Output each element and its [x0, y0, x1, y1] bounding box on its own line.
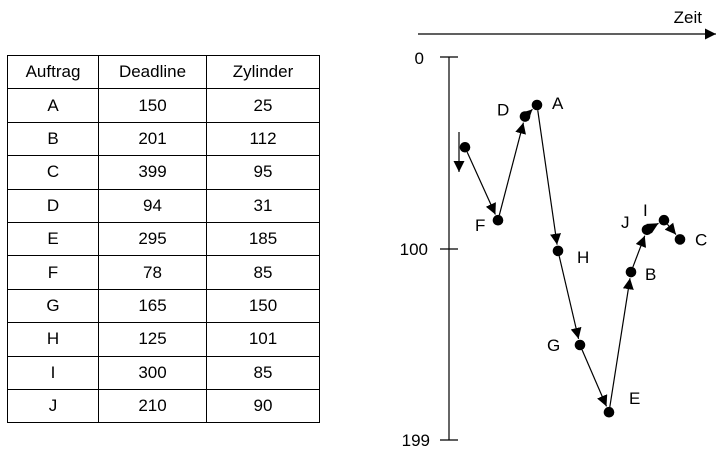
seek-arrow — [646, 222, 659, 234]
cell-zylinder: 112 — [206, 121, 320, 157]
job-label-e: E — [629, 389, 640, 408]
cell-deadline: 125 — [98, 322, 207, 357]
seek-arrow — [558, 255, 582, 340]
cell-zylinder: 85 — [206, 255, 320, 290]
job-table: Auftrag Deadline Zylinder A 150 25 B 201… — [7, 54, 320, 424]
job-label-d: D — [497, 101, 509, 120]
cell-auftrag: B — [7, 121, 99, 157]
table-row: E 295 185 — [7, 221, 320, 257]
table-row: C 399 95 — [7, 155, 320, 190]
job-point-b — [625, 266, 637, 278]
table-row: A 150 25 — [7, 88, 320, 123]
job-point-c — [674, 234, 686, 245]
table-row: F 78 85 — [7, 255, 320, 290]
job-point-a — [531, 99, 543, 111]
seek-arrow — [609, 278, 634, 408]
cell-auftrag: H — [7, 322, 99, 357]
job-point-i — [658, 214, 670, 226]
header-auftrag: Auftrag — [7, 54, 99, 90]
seek-arrow — [664, 222, 677, 235]
seek-arrow — [520, 108, 533, 121]
table-header-row: Auftrag Deadline Zylinder — [7, 54, 320, 90]
job-point-h — [552, 245, 564, 257]
job-label-c: C — [695, 230, 707, 249]
job-label-g: G — [547, 336, 560, 355]
cell-deadline: 201 — [98, 121, 207, 157]
tick-label-199: 199 — [402, 431, 430, 450]
seek-arrow — [632, 235, 647, 268]
cell-zylinder: 150 — [206, 288, 320, 324]
job-table-container: Auftrag Deadline Zylinder A 150 25 B 201… — [7, 54, 320, 424]
cell-deadline: 399 — [98, 155, 207, 190]
job-label-a: A — [552, 94, 564, 113]
cell-deadline: 295 — [98, 221, 207, 257]
cell-deadline: 150 — [98, 88, 207, 123]
cell-auftrag: A — [7, 88, 99, 123]
table-row: I 300 85 — [7, 355, 320, 390]
job-point-f — [492, 214, 504, 226]
table-row: G 165 150 — [7, 288, 320, 324]
job-point-e — [603, 406, 615, 418]
seek-arrow — [498, 122, 526, 216]
job-label-f: F — [475, 216, 485, 235]
job-label-h: H — [577, 248, 589, 267]
job-label-i: I — [643, 201, 648, 220]
cell-zylinder: 31 — [206, 188, 320, 223]
seek-arrow — [537, 110, 561, 245]
start-point — [459, 141, 471, 153]
table-row: B 201 112 — [7, 121, 320, 157]
table-row: H 125 101 — [7, 322, 320, 357]
table-row: J 210 90 — [7, 388, 320, 424]
job-point-d — [519, 111, 531, 122]
job-point-g — [574, 339, 586, 351]
cell-deadline: 210 — [98, 388, 207, 424]
cell-auftrag: I — [7, 355, 99, 390]
job-label-j: J — [621, 213, 630, 232]
cell-zylinder: 185 — [206, 221, 320, 257]
cell-deadline: 165 — [98, 288, 207, 324]
job-label-b: B — [645, 265, 656, 284]
cell-deadline: 94 — [98, 188, 207, 223]
cell-zylinder: 90 — [206, 388, 320, 424]
tick-label-100: 100 — [400, 240, 428, 259]
seek-arrow — [466, 151, 496, 215]
job-point-j — [641, 224, 653, 236]
seek-path: F D A H G E B JI C — [459, 94, 707, 418]
time-axis-label: Zeit — [674, 8, 703, 27]
header-deadline: Deadline — [98, 54, 207, 90]
seek-arrow — [581, 349, 608, 407]
tick-label-0: 0 — [415, 49, 424, 68]
cell-auftrag: J — [7, 388, 99, 424]
cell-auftrag: F — [7, 255, 99, 290]
